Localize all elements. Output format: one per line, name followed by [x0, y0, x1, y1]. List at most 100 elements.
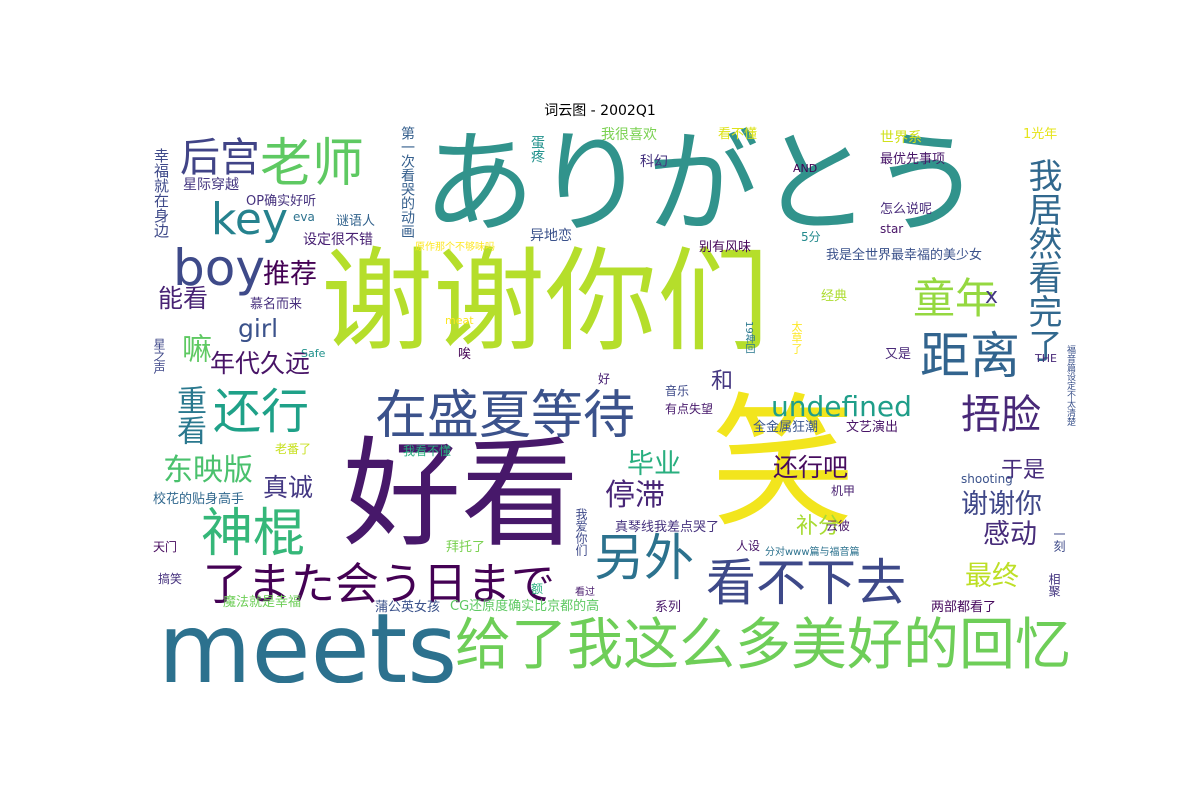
word-xiangju: 相聚 — [1047, 573, 1061, 597]
word-zuiyouxian: 最优先事项 — [880, 152, 946, 167]
word-gandong: 感动 — [983, 519, 1037, 550]
word-5fen: 5分 — [801, 230, 821, 244]
word-laofanle: 老番了 — [275, 442, 312, 456]
word-zhenqinxian: 真琴线我差点哭了 — [615, 520, 720, 535]
word-tingzhi: 停滞 — [605, 478, 665, 513]
word-kanbudong: 看不懂 — [718, 127, 758, 142]
word-wojuran: 我居然看完了 — [1022, 158, 1062, 362]
word-tongnian: 童年 — [913, 274, 998, 323]
word-laoshi: 老师 — [260, 134, 365, 194]
word-mata-au: 了また会う日まで — [203, 559, 555, 610]
word-dongyingban: 东映版 — [163, 453, 253, 488]
word-juli: 距离 — [920, 327, 1020, 385]
word-zuizhong: 最终 — [965, 561, 1019, 592]
word-wokanbudong: 我看不懂 — [403, 444, 452, 458]
word-kehuan: 科幻 — [640, 154, 668, 170]
word-yidilian: 异地恋 — [530, 228, 572, 244]
word-tuijian: 推荐 — [263, 259, 317, 290]
word-xilie: 系列 — [655, 600, 682, 615]
word-xiexienimen: 谢谢你们 — [321, 237, 769, 367]
word-shooting: shooting — [961, 472, 1013, 486]
word-e: 额 — [531, 582, 544, 596]
word-bufen: 补分 — [796, 514, 841, 539]
chart-title: 词云图 - 2002Q1 — [544, 103, 656, 119]
word-haokan: 好看 — [343, 425, 580, 563]
word-zenmeshuone: 怎么说呢 — [880, 202, 933, 217]
word-xiaohua: 校花的贴身高手 — [153, 492, 245, 507]
word-baituole: 拜托了 — [446, 540, 486, 555]
word-zaishengxia: 在盛夏等待 — [375, 386, 636, 446]
word-19shenhui: 19神回 — [743, 321, 754, 354]
word-woainimen: 我爱你们 — [574, 508, 588, 556]
word-cloud: 谢谢你们 ありがとう 好看 笑 meets 给了我这么多美好的回忆 在盛夏等待 … — [153, 123, 1085, 683]
word-bieyoufengwei: 别有风味 — [699, 240, 752, 255]
word-gaoxiao: 搞笑 — [158, 572, 183, 586]
word-yushi: 于是 — [1001, 458, 1046, 483]
word-tianmen: 天门 — [153, 540, 178, 554]
word-taicaole: 太草了 — [790, 321, 803, 354]
word-hao: 好 — [598, 372, 611, 386]
word-haixingba: 还行吧 — [773, 453, 849, 482]
word-zhencheng: 真诚 — [263, 473, 314, 502]
word-he: 和 — [711, 369, 734, 394]
word-cg: CG还原度确实比京都的高 — [450, 599, 600, 614]
word-jingdian: 经典 — [821, 289, 848, 304]
word-niandaijiuyuan: 年代久远 — [210, 349, 311, 378]
word-op: OP确实好听 — [246, 194, 317, 209]
word-ai: 唉 — [458, 347, 472, 362]
word-jijia: 机甲 — [831, 484, 856, 498]
word-xingjichuanyue: 星际穿越 — [183, 177, 239, 193]
word-diyici: 第一次看哭的动画 — [399, 126, 415, 238]
word-xiexieni: 谢谢你 — [961, 489, 1042, 520]
word-yunbi: 云彼 — [826, 519, 851, 533]
word-the: THE — [1035, 352, 1057, 365]
word-youdianshiwang: 有点失望 — [665, 402, 714, 416]
word-lingwai: 另外 — [594, 529, 694, 587]
word-girl: girl — [238, 314, 279, 343]
word-shijiexi: 世界系 — [880, 130, 922, 146]
word-hougong: 后宫 — [180, 135, 260, 181]
word-and: AND — [793, 162, 818, 175]
word-yuanzuo: 原作那个不够味吗 — [415, 242, 495, 253]
word-arigatou: ありがとう — [423, 123, 983, 249]
word-meets: meets — [158, 593, 458, 683]
word-zuixingfu: 我是全世界最幸福的美少女 — [826, 248, 983, 263]
word-meat: meat — [445, 314, 474, 327]
word-mofa: 魔法就是幸福 — [223, 595, 302, 610]
word-ma: 嘛 — [176, 333, 211, 363]
word-miyuren: 谜语人 — [336, 214, 376, 229]
word-nengkan: 能看 — [158, 284, 209, 313]
word-key: key — [211, 194, 289, 245]
word-mumingerlai: 慕名而来 — [250, 297, 303, 312]
word-pugongying: 蒲公英女孩 — [375, 600, 441, 615]
word-shedinghenbucuo: 设定很不错 — [303, 232, 373, 248]
word-star: star — [880, 222, 904, 236]
word-chongkan: 重看 — [171, 385, 206, 445]
word-eva: eva — [293, 210, 315, 224]
word-kanbuxiaqu: 看不下去 — [706, 554, 906, 612]
word-wohenxihuan: 我很喜欢 — [601, 127, 657, 143]
word-quanjinshu: 全金属狂潮 — [753, 420, 819, 435]
word-liangbu: 两部都看了 — [931, 600, 997, 615]
word-undefined: undefined — [771, 390, 912, 423]
word-danteng: 蛋疼 — [529, 135, 545, 163]
word-youshi: 又是 — [885, 347, 912, 362]
word-yinyue: 音乐 — [665, 384, 690, 398]
word-haixing: 还行 — [213, 384, 310, 440]
word-fendui: 分对www篇与福音篇 — [765, 547, 860, 558]
word-boy: boy — [173, 239, 265, 297]
word-x: x — [985, 284, 999, 309]
word-xingzhisheng: 星之声 — [153, 338, 166, 374]
word-fuyinpian: 福音篇设定不太清楚 — [1065, 345, 1075, 426]
word-kanguo: 看过 — [575, 587, 595, 598]
word-wenyiyanchu: 文艺演出 — [846, 420, 899, 435]
word-safe: Safe — [301, 347, 326, 360]
word-biye: 毕业 — [627, 449, 681, 480]
word-renshe: 人设 — [736, 539, 761, 553]
word-1guangnian: 1光年 — [1023, 127, 1058, 142]
word-wulian: 捂脸 — [961, 392, 1041, 438]
word-shengun: 神棍 — [201, 504, 306, 564]
word-yike: 一刻 — [1052, 528, 1066, 552]
word-xingfu-shenbian: 幸福就在身边 — [153, 148, 170, 238]
word-xiao: 笑 — [711, 379, 856, 547]
